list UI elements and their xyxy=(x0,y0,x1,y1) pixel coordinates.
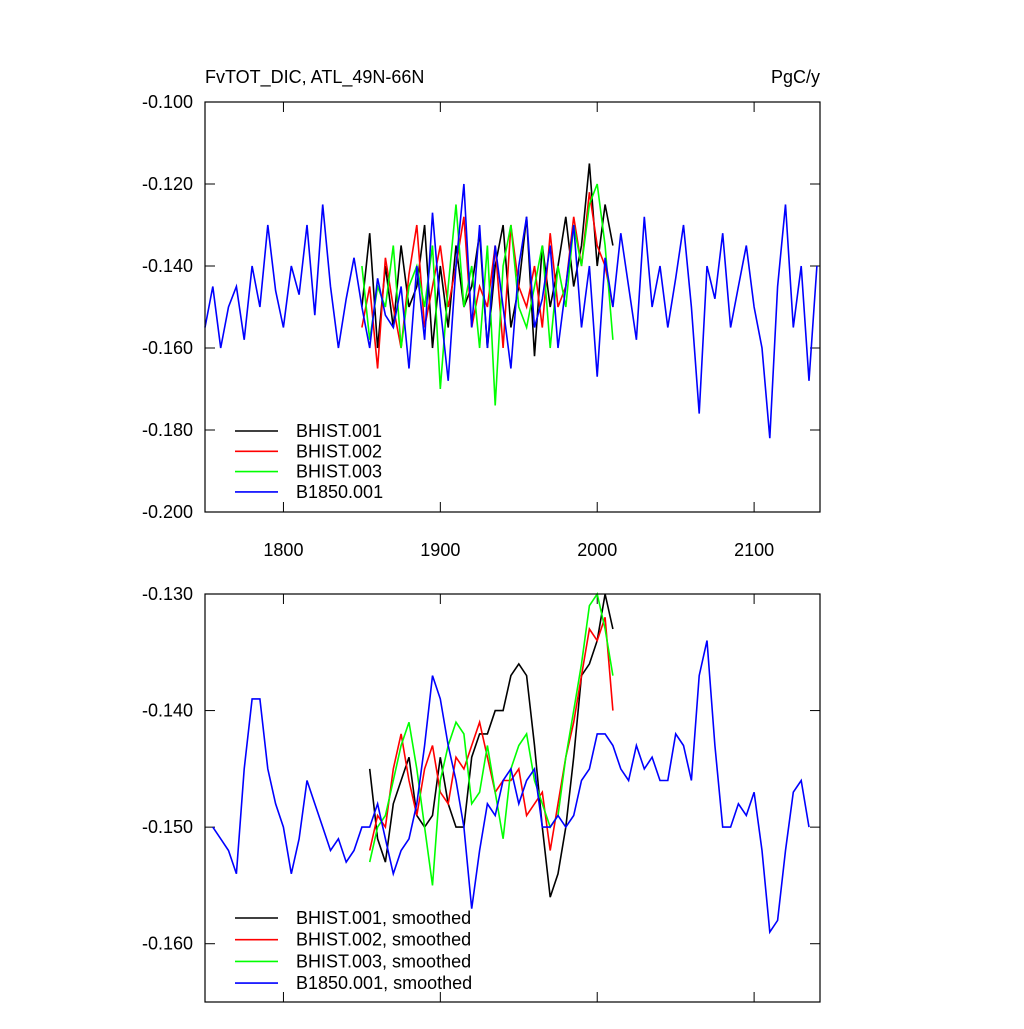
x-tick-label: 1800 xyxy=(263,540,303,560)
y-tick-label: -0.140 xyxy=(142,701,193,721)
x-tick-label: 2100 xyxy=(734,540,774,560)
y-tick-label: -0.140 xyxy=(142,256,193,276)
legend-label: BHIST.001, smoothed xyxy=(296,908,471,928)
plot-frame xyxy=(204,593,821,1003)
legend-label: BHIST.002, smoothed xyxy=(296,930,471,950)
legend-label: B1850.001 xyxy=(296,482,383,502)
legend-label: BHIST.002 xyxy=(296,441,382,461)
y-tick-label: -0.180 xyxy=(142,420,193,440)
y-tick-label: -0.150 xyxy=(142,817,193,837)
series-line xyxy=(368,593,614,898)
plot-frame xyxy=(204,101,821,513)
series-line xyxy=(361,183,614,406)
series-line xyxy=(368,617,614,851)
y-tick-label: -0.200 xyxy=(142,502,193,522)
series-line xyxy=(212,640,810,935)
legend-label: BHIST.003, smoothed xyxy=(296,951,471,971)
chart-title: FvTOT_DIC, ATL_49N-66N xyxy=(205,67,424,88)
legend-label: BHIST.001 xyxy=(296,421,382,441)
legend-label: B1850.001, smoothed xyxy=(296,973,472,993)
y-tick-label: -0.130 xyxy=(142,584,193,604)
y-tick-label: -0.160 xyxy=(142,338,193,358)
y-tick-label: -0.120 xyxy=(142,174,193,194)
y-tick-label: -0.160 xyxy=(142,934,193,954)
series-line xyxy=(368,592,614,886)
series-line xyxy=(204,183,818,439)
units-label: PgC/y xyxy=(771,67,820,87)
y-tick-label: -0.100 xyxy=(142,92,193,112)
x-tick-label: 2000 xyxy=(577,540,617,560)
legend-label: BHIST.003 xyxy=(296,462,382,482)
x-tick-label: 1900 xyxy=(420,540,460,560)
